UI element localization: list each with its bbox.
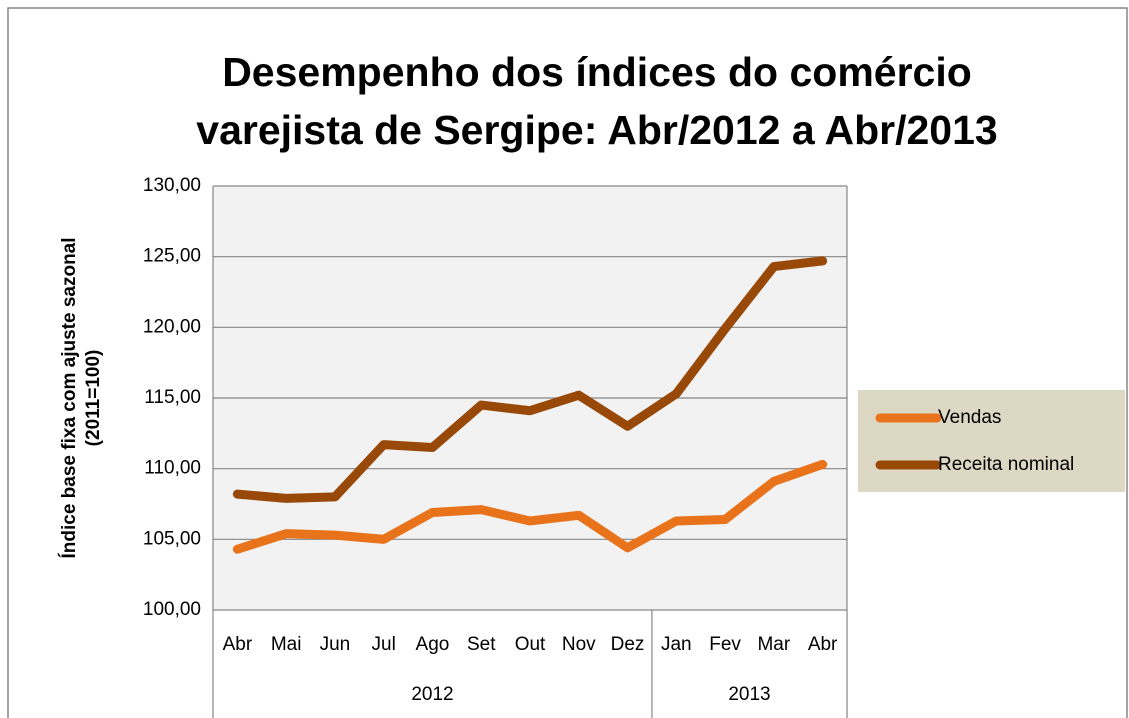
y-tick-label: 100,00: [143, 599, 201, 620]
x-tick-label: Mai: [271, 634, 302, 655]
legend-label: Receita nominal: [938, 454, 1074, 475]
x-tick-label: Jun: [320, 634, 351, 655]
legend-label: Vendas: [938, 407, 1001, 428]
x-tick-label: Ago: [416, 634, 450, 655]
y-tick-label: 115,00: [144, 387, 201, 408]
y-tick-label: 125,00: [143, 246, 201, 267]
x-tick-label: Abr: [223, 634, 253, 655]
x-tick-label: Fev: [709, 634, 741, 655]
x-tick-label: Set: [467, 634, 496, 655]
x-group-label: 2012: [411, 684, 453, 705]
y-tick-label: 105,00: [143, 528, 201, 549]
x-tick-label: Nov: [562, 634, 596, 655]
y-tick-label: 110,00: [144, 458, 201, 479]
chart-title: varejista de Sergipe: Abr/2012 a Abr/201…: [196, 107, 997, 153]
y-tick-label: 120,00: [143, 316, 201, 337]
y-axis-label-line: (2011=100): [83, 350, 104, 447]
x-tick-label: Mar: [757, 634, 790, 655]
x-tick-label: Out: [515, 634, 546, 655]
series-line: [232, 256, 828, 503]
x-tick-label: Dez: [611, 634, 645, 655]
y-tick-label: 130,00: [143, 175, 201, 196]
x-tick-label: Jan: [661, 634, 692, 655]
legend: [858, 390, 1125, 492]
x-group-label: 2013: [728, 684, 770, 705]
x-tick-label: Abr: [808, 634, 838, 655]
y-axis-label: Índice base fixa com ajuste sazonal (201…: [58, 237, 104, 558]
x-tick-label: Jul: [372, 634, 396, 655]
series-line: [232, 459, 828, 554]
y-axis-label-line: Índice base fixa com ajuste sazonal: [58, 237, 80, 558]
chart-title: Desempenho dos índices do comércio: [222, 49, 972, 95]
